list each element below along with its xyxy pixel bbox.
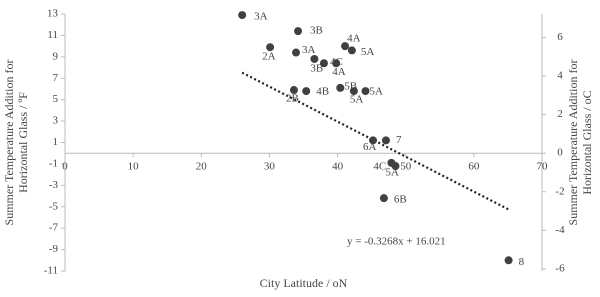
point-label: 8 (519, 256, 525, 268)
trendline-equation: y = -0.3268x + 16.021 (347, 236, 446, 248)
point-label: 4A (347, 33, 361, 45)
point (349, 87, 358, 96)
y-tick-label: -11 (44, 265, 58, 277)
y-tick-label: 9 (53, 50, 59, 62)
point-label: 5A (370, 86, 384, 98)
point (361, 87, 370, 96)
point (266, 43, 275, 52)
point-label: 6A (363, 141, 377, 153)
y-tick-label: -3 (49, 179, 59, 191)
point (381, 136, 390, 145)
point (504, 256, 513, 265)
x-tick-label: 30 (264, 161, 276, 173)
point (379, 194, 388, 203)
point-label: 3A (302, 44, 316, 56)
point (332, 59, 341, 68)
point-label: 3B (310, 25, 323, 37)
y-tick-label: -7 (49, 222, 59, 234)
point (369, 136, 378, 145)
point (336, 83, 345, 92)
y-tick-label: 11 (47, 29, 58, 41)
y2-tick-label: 6 (557, 31, 563, 43)
point-label: 5A (361, 46, 375, 58)
point-label: 3B (310, 63, 323, 75)
x-tick-label: 70 (537, 161, 549, 173)
x-tick-label: 50 (400, 161, 412, 173)
point-label: 2B (286, 93, 299, 105)
y2-tick-label: -6 (555, 262, 565, 274)
y2-tick-label: -2 (555, 185, 564, 197)
y2-tick-label: 0 (557, 147, 563, 159)
point (319, 59, 328, 68)
point (310, 54, 319, 63)
y2-tick-label: 4 (557, 70, 563, 82)
x-tick-label: 40 (332, 161, 344, 173)
point (238, 11, 247, 20)
point-label: 6B (394, 194, 407, 206)
y-tick-label: -5 (49, 200, 59, 212)
point (341, 42, 350, 51)
point-label: 4C (373, 160, 386, 172)
y2-tick-label: -4 (555, 224, 565, 236)
point-label: 5A (385, 167, 399, 179)
point (292, 48, 301, 57)
point-label: 5A (350, 94, 364, 106)
y-axis-label: Summer Temperature Addition for (2, 60, 16, 226)
y-tick-label: -9 (49, 243, 59, 255)
y2-axis-label: Horizontal Glass / oC (580, 90, 594, 194)
y-tick-label: 5 (53, 93, 59, 105)
y-tick-label: -1 (49, 157, 58, 169)
y2-tick-label: 2 (557, 108, 563, 120)
point-label: 3A (254, 11, 268, 23)
point-label: 2A (262, 51, 276, 63)
y-tick-label: 1 (53, 136, 59, 148)
point (302, 87, 311, 96)
y-tick-label: 3 (53, 115, 59, 127)
point-label: 7 (396, 134, 402, 146)
x-tick-label: 10 (128, 161, 140, 173)
x-axis-label: City Latitude / oN (260, 276, 348, 290)
y-axis-label: Horizontal Glass / ºF (16, 92, 30, 193)
point (347, 46, 356, 55)
y2-axis-label: Summer Temperature Addition for (566, 60, 580, 226)
point (289, 86, 298, 95)
point-label: 4A (332, 66, 346, 78)
x-tick-label: 0 (62, 161, 68, 173)
y-tick-label: 13 (47, 8, 59, 20)
y-tick-label: 7 (53, 72, 59, 84)
point-label: 4B (316, 86, 329, 98)
x-tick-label: 20 (196, 161, 208, 173)
point (294, 27, 303, 36)
point (391, 162, 400, 171)
x-tick-label: 60 (468, 161, 480, 173)
